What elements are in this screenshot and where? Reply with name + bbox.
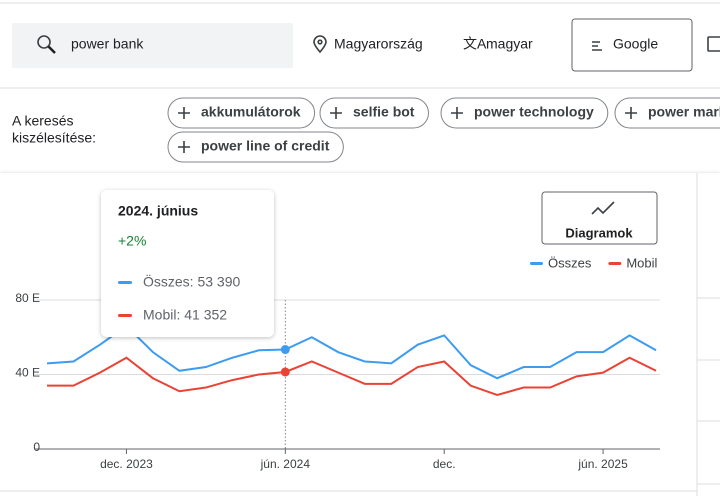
chip[interactable]: power technology bbox=[440, 97, 609, 129]
translate-icon: 文A bbox=[463, 36, 487, 52]
search-icon bbox=[37, 35, 51, 49]
location-icon bbox=[313, 35, 327, 54]
series-line bbox=[47, 356, 657, 397]
legend-swatch bbox=[530, 262, 543, 265]
x-tick-label: dec. bbox=[433, 457, 456, 471]
broaden-label-2: kiszélesítése: bbox=[12, 130, 96, 146]
x-tick-label: dec. 2023 bbox=[100, 457, 153, 471]
chip-label: selfie bot bbox=[353, 104, 415, 120]
network-icon bbox=[592, 41, 602, 51]
location-icon-dot bbox=[317, 39, 323, 45]
chip-outline bbox=[167, 131, 344, 163]
legend-label: Mobil bbox=[626, 255, 657, 270]
tooltip-line: Összes: 53 390 bbox=[143, 273, 240, 290]
chip-outline bbox=[440, 97, 609, 129]
chip-outline bbox=[614, 97, 720, 129]
chip-outline bbox=[167, 97, 316, 129]
hover-dot bbox=[280, 367, 290, 377]
chip-outline bbox=[319, 97, 429, 129]
chip-plus bbox=[178, 141, 190, 153]
search-icon-handle bbox=[47, 45, 56, 54]
tooltip-box bbox=[101, 190, 274, 337]
y-tick-label: 0 bbox=[33, 440, 40, 454]
legend-swatch bbox=[608, 262, 622, 265]
chip-label: akkumulátorok bbox=[201, 104, 301, 120]
chart-icon bbox=[591, 201, 615, 215]
language[interactable]: magyar bbox=[486, 36, 533, 52]
y-tick-label: 40 E bbox=[15, 366, 40, 380]
chip-label: power technology bbox=[474, 104, 594, 120]
location[interactable]: Magyarország bbox=[334, 36, 423, 52]
chip-plus bbox=[451, 107, 463, 119]
chip[interactable]: akkumulátorok bbox=[167, 97, 316, 129]
tooltip-title: 2024. június bbox=[118, 203, 198, 219]
tooltip-swatch bbox=[118, 281, 132, 284]
series-line bbox=[46, 324, 657, 380]
hover-dot bbox=[280, 345, 290, 355]
x-tick-label: jún. 2025 bbox=[577, 457, 628, 471]
chip-plus bbox=[625, 107, 637, 119]
y-tick-label: 80 E bbox=[15, 291, 40, 305]
network-button[interactable] bbox=[571, 18, 693, 72]
tooltip-change: +2% bbox=[118, 233, 146, 249]
chart-type-label: Diagramok bbox=[565, 225, 633, 240]
tooltip: 2024. június +2% Összes: 53 390 Mobil: 4… bbox=[101, 190, 274, 337]
tooltip-line: Mobil: 41 352 bbox=[143, 307, 227, 323]
tooltip-swatch bbox=[118, 314, 132, 317]
broaden-label-1: A keresés bbox=[12, 113, 73, 129]
chip-plus bbox=[178, 107, 190, 119]
search-query: power bank bbox=[71, 36, 144, 52]
chip[interactable]: power line of credit bbox=[167, 131, 344, 163]
chip-plus bbox=[330, 107, 342, 119]
chip[interactable]: selfie bot bbox=[319, 97, 429, 129]
chip[interactable]: power mark bbox=[614, 97, 720, 129]
legend-label: Összes bbox=[548, 255, 592, 270]
network: Google bbox=[613, 36, 658, 52]
search-box[interactable] bbox=[12, 23, 293, 68]
chip-label: power line of credit bbox=[201, 138, 330, 154]
calendar-icon[interactable] bbox=[707, 36, 720, 52]
chip-label: power mark bbox=[648, 104, 720, 120]
chart-type-button[interactable] bbox=[541, 191, 658, 245]
x-tick-label: jún. 2024 bbox=[260, 457, 311, 471]
